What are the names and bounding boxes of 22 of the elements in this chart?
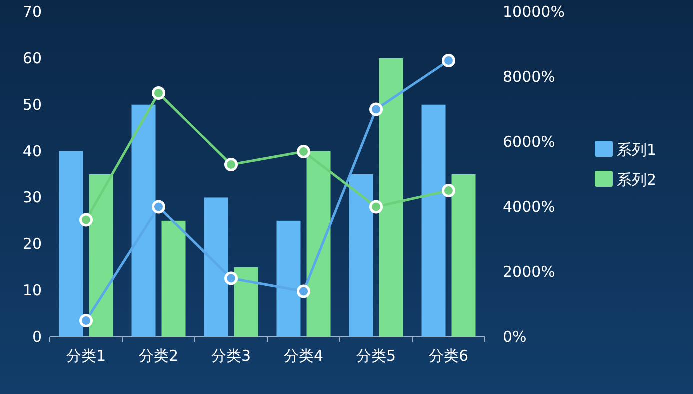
y2-tick-label: 10000%: [503, 3, 565, 21]
x-tick-label: 分类5: [356, 347, 396, 365]
y2-tick-label: 6000%: [503, 133, 556, 151]
y2-tick-label: 4000%: [503, 198, 556, 216]
x-tick-label: 分类6: [428, 347, 469, 365]
x-tick-label: 分类4: [284, 347, 324, 365]
y-tick-label: 60: [22, 49, 42, 68]
legend-label: 系列2: [617, 171, 657, 189]
y-tick-label: 30: [22, 188, 42, 207]
y-tick-label: 70: [22, 3, 42, 21]
y2-tick-label: 8000%: [503, 68, 556, 86]
y-tick-label: 40: [22, 142, 42, 160]
y-tick-label: 50: [22, 96, 42, 114]
x-tick-label: 分类3: [211, 347, 252, 365]
x-tick-label: 分类2: [138, 347, 179, 365]
y2-tick-label: 0%: [503, 328, 527, 346]
y2-tick-label: 2000%: [503, 263, 556, 281]
y-tick-label: 20: [22, 235, 42, 254]
x-tick-label: 分类1: [66, 347, 106, 365]
y-tick-label: 10: [22, 282, 42, 300]
legend-label: 系列1: [617, 141, 657, 159]
y-tick-label: 0: [32, 328, 42, 346]
